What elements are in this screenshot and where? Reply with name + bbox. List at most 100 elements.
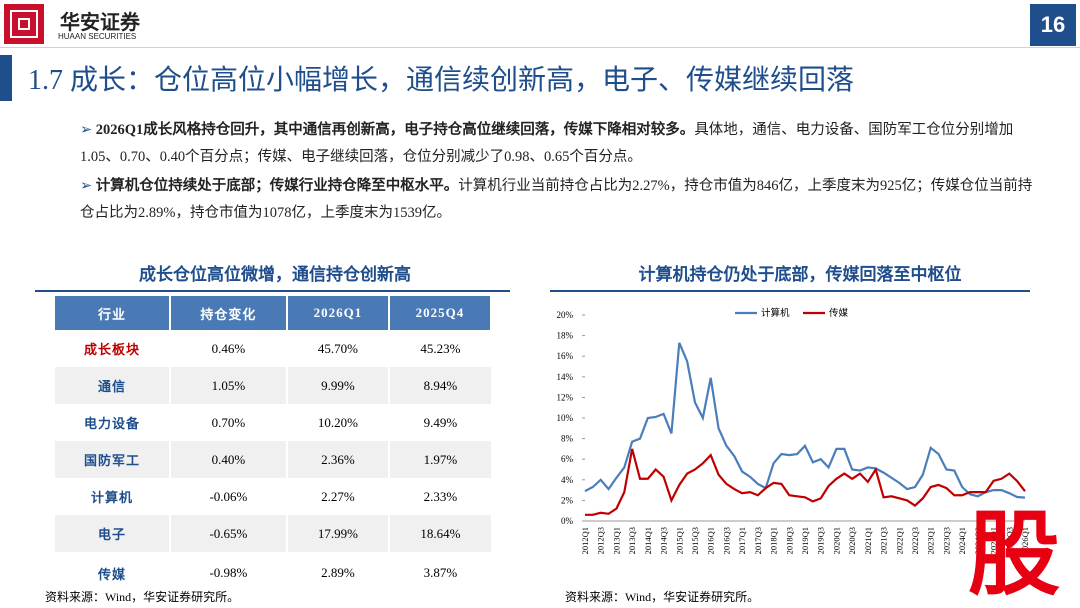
cell: 17.99% bbox=[285, 515, 389, 552]
chart-title: 计算机持仓仍处于底部，传媒回落至中枢位 bbox=[638, 265, 962, 284]
x-tick-label: 2016Q1 bbox=[706, 527, 716, 554]
bullet-text: 具体地，通信、电力设备、国防军工仓位分别增加1.05、0.70、0.40个百分点… bbox=[80, 122, 1014, 165]
x-tick-label: 2018Q1 bbox=[769, 527, 779, 554]
bullet-bold: 计算机仓位持续处于底部；传媒行业持仓降至中枢水平。 bbox=[95, 178, 459, 194]
y-tick-label: 12% bbox=[557, 392, 574, 402]
watermark: 股 bbox=[968, 501, 1061, 608]
y-tick-label: 20% bbox=[557, 310, 574, 320]
bullet: ➢ 2026Q1成长风格持仓回升，其中通信再创新高，电子持仓高位继续回落，传媒下… bbox=[80, 122, 1014, 165]
y-tick-label: 16% bbox=[557, 351, 574, 361]
y-tick-label: 0% bbox=[561, 516, 574, 526]
row-label: 电力设备 bbox=[83, 416, 140, 431]
slide-title: 1.7 成长：仓位高位小幅增长，通信续创新高，电子、传媒继续回落 bbox=[28, 65, 855, 96]
x-tick-label: 2016Q3 bbox=[721, 527, 731, 554]
cell: -0.06% bbox=[168, 478, 287, 515]
chart: 0% 2% 4% 6% 8% 10% 12% 14% 16% 18% 20% 2012Q1 2012Q3… bbox=[557, 307, 1031, 554]
x-tick-label: 2020Q3 bbox=[847, 527, 857, 554]
legend-label: 计算机 bbox=[761, 307, 790, 319]
x-tick-label: 2012Q1 bbox=[580, 527, 590, 554]
x-tick-label: 2021Q3 bbox=[879, 527, 889, 554]
x-tick-label: 2015Q1 bbox=[674, 527, 684, 554]
header-cell: 2026Q1 bbox=[286, 296, 390, 330]
logo-icon bbox=[4, 4, 44, 44]
y-tick-label: 10% bbox=[557, 413, 574, 423]
bullet-text: 计算机行业当前持仓占比为2.27%，持仓市值为846亿，上季度末为925亿；传媒… bbox=[80, 178, 1033, 221]
y-tick-label: 14% bbox=[557, 372, 574, 382]
cell: 1.05% bbox=[168, 367, 287, 404]
chart-source: 资料来源：Wind，华安证券研究所。 bbox=[565, 590, 760, 604]
table-row: 传媒 -0.98% 2.89% 3.87% bbox=[55, 552, 491, 594]
series-line bbox=[584, 342, 1026, 499]
x-tick-label: 2025Q1 bbox=[989, 527, 999, 554]
x-tick-label: 2024Q1 bbox=[957, 527, 967, 554]
x-tick-label: 2015Q3 bbox=[690, 527, 700, 554]
x-tick-label: 2012Q3 bbox=[596, 527, 606, 554]
bullet-bold: 2026Q1成长风格持仓回升，其中通信再创新高，电子持仓高位继续回落，传媒下降相… bbox=[95, 122, 695, 138]
x-tick-label: 2022Q1 bbox=[894, 527, 904, 554]
bullet: ➢ 计算机仓位持续处于底部；传媒行业持仓降至中枢水平。计算机行业当前持仓占比为2… bbox=[80, 178, 1033, 221]
header-cell: 持仓变化 bbox=[169, 296, 288, 330]
cell: 0.40% bbox=[168, 441, 287, 478]
table-row: 成长板块 0.46% 45.70% 45.23% bbox=[55, 330, 491, 367]
x-tick-label: 2022Q3 bbox=[910, 527, 920, 554]
page-number: 16 bbox=[1030, 4, 1076, 46]
x-tick-label: 2019Q1 bbox=[800, 527, 810, 554]
table-title: 成长仓位高位微增，通信持仓创新高 bbox=[139, 265, 411, 284]
cell: 0.70% bbox=[168, 404, 287, 441]
row-label: 国防军工 bbox=[83, 453, 140, 468]
cell: 1.97% bbox=[387, 441, 491, 478]
y-tick-label: 4% bbox=[561, 475, 574, 485]
table-source: 资料来源：Wind，华安证券研究所。 bbox=[45, 590, 240, 604]
cell: 0.46% bbox=[168, 330, 287, 367]
table-row: 电力设备 0.70% 10.20% 9.49% bbox=[55, 404, 491, 441]
y-tick-label: 18% bbox=[557, 331, 574, 341]
x-tick-label: 2019Q3 bbox=[816, 527, 826, 554]
logo-cn: 华安证券 bbox=[60, 12, 140, 34]
row-label: 计算机 bbox=[90, 490, 133, 505]
x-tick-label: 2013Q3 bbox=[627, 527, 637, 554]
table-row: 国防军工 0.40% 2.36% 1.97% bbox=[55, 441, 491, 478]
row-label: 通信 bbox=[97, 379, 126, 394]
x-tick-label: 2025Q3 bbox=[1004, 527, 1014, 554]
x-tick-label: 2018Q3 bbox=[784, 527, 794, 554]
x-tick-label: 2026Q1 bbox=[1020, 527, 1030, 554]
cell: 45.23% bbox=[387, 330, 491, 367]
table-row: 计算机 -0.06% 2.27% 2.33% bbox=[55, 478, 491, 515]
y-tick-label: 8% bbox=[561, 434, 574, 444]
table: 行业 持仓变化 2026Q1 2025Q4 成长板块 0.46% 45.70% 45.23% 通… bbox=[55, 296, 493, 594]
row-label: 电子 bbox=[97, 527, 126, 542]
cell: 2.33% bbox=[387, 478, 491, 515]
table-row: 电子 -0.65% 17.99% 18.64% bbox=[55, 515, 491, 552]
table-row: 通信 1.05% 9.99% 8.94% bbox=[55, 367, 491, 404]
y-tick-label: 6% bbox=[561, 454, 574, 464]
x-tick-label: 2014Q1 bbox=[643, 527, 653, 554]
cell: 18.64% bbox=[387, 515, 491, 552]
legend-label: 传媒 bbox=[829, 307, 849, 319]
row-label: 传媒 bbox=[97, 566, 126, 582]
x-tick-label: 2023Q1 bbox=[926, 527, 936, 554]
header-cell: 2025Q4 bbox=[388, 296, 493, 330]
cell: 10.20% bbox=[285, 404, 389, 441]
series-line bbox=[585, 448, 1026, 516]
x-tick-label: 2017Q3 bbox=[753, 527, 763, 554]
cell: -0.98% bbox=[168, 552, 287, 594]
cell: 8.94% bbox=[387, 367, 491, 404]
x-tick-label: 2024Q3 bbox=[973, 527, 983, 554]
cell: 45.70% bbox=[285, 330, 389, 367]
row-label: 成长板块 bbox=[83, 342, 140, 357]
cell: 3.87% bbox=[387, 552, 491, 594]
cell: 2.27% bbox=[285, 478, 389, 515]
x-tick-label: 2021Q1 bbox=[863, 527, 873, 554]
logo-en: HUAAN SECURITIES bbox=[58, 32, 137, 41]
table-header: 行业 持仓变化 2026Q1 2025Q4 bbox=[55, 296, 493, 330]
cell: 9.49% bbox=[387, 404, 491, 441]
x-tick-label: 2023Q3 bbox=[941, 527, 951, 554]
cell: 2.89% bbox=[285, 552, 389, 594]
x-tick-label: 2017Q1 bbox=[737, 527, 747, 554]
x-tick-label: 2014Q3 bbox=[659, 527, 669, 554]
x-tick-label: 2013Q1 bbox=[611, 527, 621, 554]
header-cell: 行业 bbox=[55, 296, 171, 330]
cell: 9.99% bbox=[285, 367, 389, 404]
cell: 2.36% bbox=[285, 441, 389, 478]
